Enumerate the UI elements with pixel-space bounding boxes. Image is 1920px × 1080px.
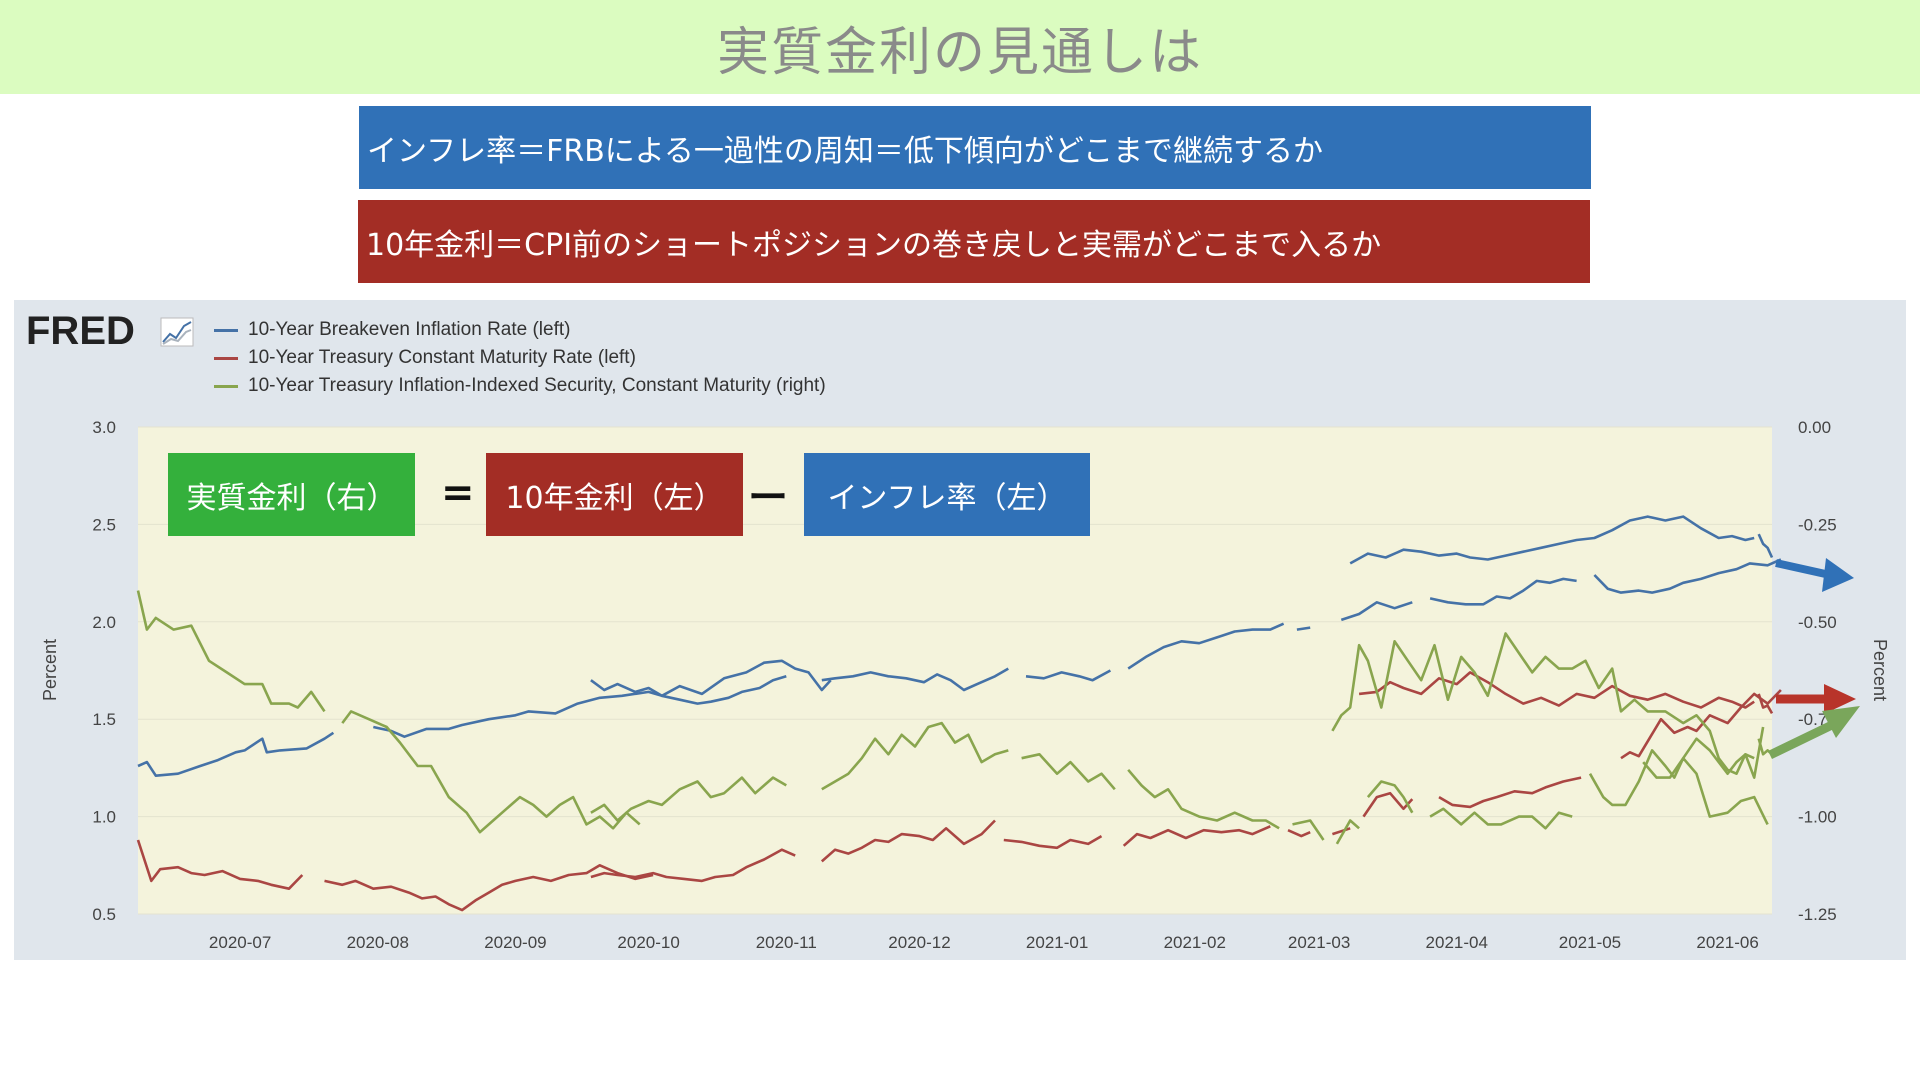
y-left-tick-label: 1.0 xyxy=(92,808,116,827)
legend-item-breakeven: 10-Year Breakeven Inflation Rate (left) xyxy=(214,316,826,344)
y-right-tick-label: -0.25 xyxy=(1798,515,1837,534)
equals-sign: = xyxy=(441,470,475,516)
legend-item-tips: 10-Year Treasury Inflation-Indexed Secur… xyxy=(214,372,826,400)
page-title: 実質金利の見通しは xyxy=(716,22,1203,83)
y-left-tick-label: 1.5 xyxy=(92,710,116,729)
treasury-banner-text: 10年金利＝CPI前のショートポジションの巻き戻しと実需がどこまで入るか xyxy=(366,227,1382,263)
tips-line-segment xyxy=(341,710,641,834)
series-lines xyxy=(136,515,1782,912)
x-tick-label: 2020-09 xyxy=(484,933,546,952)
breakeven-line-segment xyxy=(590,675,787,705)
tips-line-segment xyxy=(1588,749,1769,825)
tips-line-segment xyxy=(1021,752,1116,791)
x-tick-label: 2021-02 xyxy=(1164,933,1226,952)
tips-line-segment xyxy=(1366,780,1414,814)
tips-line-segment xyxy=(590,776,787,822)
x-tick-label: 2020-11 xyxy=(756,933,817,952)
y-right-tick-label: -1.25 xyxy=(1798,905,1837,924)
tips-line-segment xyxy=(136,590,326,713)
y-left-tick-label: 2.5 xyxy=(92,515,116,534)
x-tick-label: 2021-06 xyxy=(1696,933,1758,952)
treasury-line-segment xyxy=(324,863,654,912)
y-left-tick-label: 0.5 xyxy=(92,905,116,924)
tips-line-segment xyxy=(821,721,1009,791)
treasury-line-segment xyxy=(1287,829,1311,838)
y-axis-right-label: Percent xyxy=(1870,639,1890,701)
inflation-rate-label: インフレ率（左） xyxy=(827,480,1067,516)
y-right-tick-label: 0.00 xyxy=(1798,418,1831,437)
y-axis-left-label: Percent xyxy=(40,639,60,701)
x-tick-label: 2021-01 xyxy=(1026,933,1088,952)
treasury-line-segment xyxy=(820,819,996,863)
tips-line-segment xyxy=(1127,768,1280,830)
legend-swatch-tips xyxy=(214,384,238,388)
treasury-line-segment xyxy=(1358,671,1755,709)
legend-swatch-breakeven xyxy=(214,328,238,332)
y-axis-right: 0.00-0.25-0.50-0.75-1.00-1.25 xyxy=(1798,418,1837,924)
tips-line-segment xyxy=(1331,632,1765,779)
treasury-line-segment xyxy=(1331,827,1351,836)
x-axis: 2020-07 2020-08 2020-09 2020-10 2020-11 2020-… xyxy=(209,933,1759,952)
x-tick-label: 2021-05 xyxy=(1559,933,1621,952)
breakeven-line-segment xyxy=(373,659,832,739)
tips-line-segment xyxy=(1292,819,1325,841)
x-tick-label: 2020-08 xyxy=(347,933,409,952)
x-tick-label: 2021-03 xyxy=(1288,933,1350,952)
tips-line-segment xyxy=(1642,737,1755,779)
fred-logo-chart-icon xyxy=(160,317,194,347)
nominal-rate-box: 10年金利（左） xyxy=(486,453,743,536)
legend-label-breakeven: 10-Year Breakeven Inflation Rate (left) xyxy=(248,319,571,340)
tips-line-segment xyxy=(1429,807,1573,830)
x-tick-label: 2020-07 xyxy=(209,933,271,952)
fred-logo: FRED xyxy=(26,306,196,356)
treasury-line-segment xyxy=(1122,825,1271,847)
legend-swatch-treasury xyxy=(214,356,238,360)
arrow-tips xyxy=(1768,706,1860,760)
breakeven-line-segment xyxy=(1127,622,1285,670)
real-rate-label: 実質金利（右） xyxy=(186,480,397,516)
inflation-banner-text: インフレ率＝FRBによる一過性の周知＝低下傾向がどこまで継続するか xyxy=(367,133,1323,169)
chart-legend: 10-Year Breakeven Inflation Rate (left) … xyxy=(214,316,826,400)
breakeven-line-segment xyxy=(1593,558,1782,594)
breakeven-line-segment xyxy=(1349,515,1755,565)
legend-label-tips: 10-Year Treasury Inflation-Indexed Secur… xyxy=(248,375,826,396)
breakeven-line-segment xyxy=(821,667,1009,692)
breakeven-line-segment xyxy=(137,731,335,778)
treasury-line-segment xyxy=(1362,791,1414,818)
x-tick-label: 2021-04 xyxy=(1426,933,1488,952)
arrow-breakeven xyxy=(1775,558,1854,592)
tips-line-segment xyxy=(1335,819,1360,845)
legend-item-treasury: 10-Year Treasury Constant Maturity Rate … xyxy=(214,344,826,372)
treasury-line-segment xyxy=(1620,689,1782,760)
y-axis-left: 3.0 2.5 2.0 1.5 1.0 0.5 xyxy=(92,418,116,924)
breakeven-line-segment xyxy=(1757,533,1774,559)
y-right-tick-label: -0.50 xyxy=(1798,613,1837,632)
breakeven-line-segment xyxy=(1340,600,1413,622)
real-rate-box: 実質金利（右） xyxy=(168,453,415,536)
treasury-line-segment xyxy=(1757,693,1774,715)
nominal-rate-label: 10年金利（左） xyxy=(505,480,724,516)
treasury-banner: 10年金利＝CPI前のショートポジションの巻き戻しと実需がどこまで入るか xyxy=(358,200,1590,283)
treasury-line-segment xyxy=(590,848,796,883)
arrow-treasury xyxy=(1776,684,1856,714)
treasury-line-segment xyxy=(1003,834,1103,850)
y-left-tick-label: 3.0 xyxy=(92,418,116,437)
breakeven-line-segment xyxy=(1296,626,1311,631)
title-bar: 実質金利の見通しは xyxy=(0,0,1920,94)
fred-logo-text: FRED xyxy=(26,309,135,352)
breakeven-line-segment xyxy=(1025,669,1112,682)
y-left-tick-label: 2.0 xyxy=(92,613,116,632)
inflation-banner: インフレ率＝FRBによる一過性の周知＝低下傾向がどこまで継続するか xyxy=(359,106,1591,189)
y-right-tick-label: -1.00 xyxy=(1798,808,1837,827)
treasury-line-segment xyxy=(1438,776,1582,809)
legend-label-treasury: 10-Year Treasury Constant Maturity Rate … xyxy=(248,347,636,368)
minus-sign: ー xyxy=(748,475,788,521)
inflation-rate-box: インフレ率（左） xyxy=(804,453,1090,536)
breakeven-line-segment xyxy=(1429,577,1577,606)
x-tick-label: 2020-12 xyxy=(888,933,950,952)
x-tick-label: 2020-10 xyxy=(617,933,679,952)
treasury-line-segment xyxy=(136,839,304,891)
